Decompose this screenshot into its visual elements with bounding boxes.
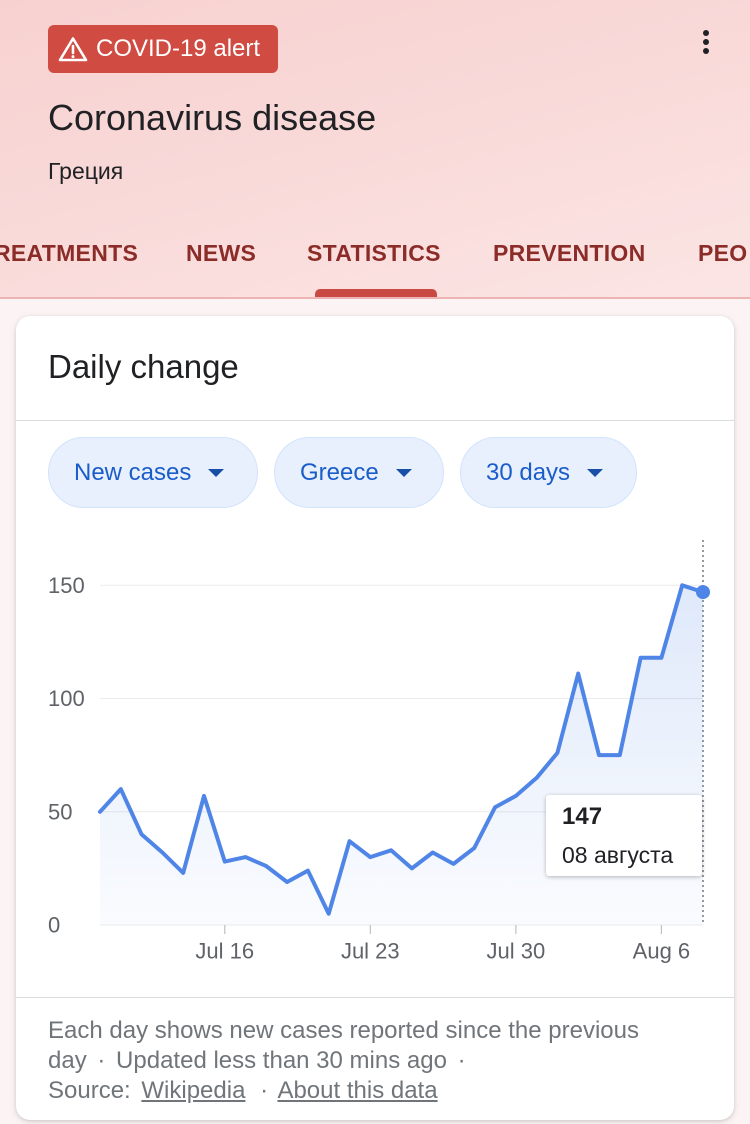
footer-description: Each day shows new cases reported since … — [48, 1017, 639, 1074]
x-tick-label: Jul 23 — [341, 939, 400, 964]
data-point — [657, 654, 665, 662]
period-filter-chip[interactable]: 30 days — [460, 437, 637, 508]
footer-source-group: Source: Wikipedia · About this data — [48, 1077, 438, 1104]
alert-label: COVID-19 alert — [96, 35, 261, 62]
dropdown-arrow-icon — [208, 468, 225, 477]
region-filter-chip[interactable]: Greece — [274, 437, 444, 508]
data-point — [262, 862, 270, 870]
chip-label: Greece — [300, 458, 379, 486]
source-label: Source: — [48, 1077, 131, 1104]
data-point — [574, 670, 582, 678]
header-panel: COVID-19 alert Coronavirus disease Греци… — [0, 0, 750, 299]
tab-statistics[interactable]: STATISTICS — [307, 240, 441, 266]
y-tick-label: 50 — [48, 799, 72, 824]
footer-updated: Updated less than 30 mins ago — [116, 1047, 447, 1074]
y-tick-label: 150 — [48, 573, 85, 598]
data-point — [512, 792, 520, 800]
tooltip-value: 147 — [562, 803, 603, 830]
daily-cases-chart[interactable]: 0 50 100 150 Jul 16 Jul 23 Jul 30 Aug 6 — [16, 520, 734, 980]
footer-note: Each day shows new cases reported since … — [48, 1016, 668, 1106]
chip-label: 30 days — [486, 458, 571, 486]
location-subtitle: Греция — [48, 158, 124, 184]
data-point — [678, 581, 686, 589]
tab-news[interactable]: NEWS — [186, 240, 257, 266]
series-line — [98, 583, 705, 916]
data-point — [637, 654, 645, 662]
tab-active-indicator — [315, 289, 437, 297]
data-point — [346, 837, 354, 845]
x-tick-label: Jul 16 — [195, 939, 254, 964]
data-point — [200, 792, 208, 800]
data-point — [387, 846, 395, 854]
data-point — [117, 785, 125, 793]
data-point — [179, 869, 187, 877]
tab-prevention[interactable]: PREVENTION — [493, 240, 646, 266]
chart-tooltip: 147 08 августа — [546, 795, 702, 876]
data-point — [158, 849, 166, 857]
y-tick-label: 100 — [48, 686, 85, 711]
tab-treatments[interactable]: REATMENTS — [0, 240, 139, 266]
daily-change-card: Daily change New cases Greece 30 days 0 5… — [16, 316, 734, 1120]
x-tick-label: Aug 6 — [633, 939, 691, 964]
chip-label: New cases — [74, 458, 192, 486]
selected-point-marker — [696, 585, 710, 600]
metric-filter-chip[interactable]: New cases — [48, 437, 258, 508]
footer-separator: · — [457, 1047, 466, 1074]
data-point — [304, 867, 312, 875]
data-point — [429, 849, 437, 857]
data-point — [533, 774, 541, 782]
data-point — [408, 864, 416, 872]
data-point — [616, 751, 624, 759]
data-point — [283, 878, 291, 886]
data-point — [96, 808, 104, 816]
dropdown-arrow-icon — [395, 468, 412, 477]
footer-divider — [16, 997, 734, 998]
data-point — [449, 860, 457, 868]
footer-separator: · — [260, 1077, 269, 1104]
data-point — [470, 844, 478, 852]
source-link-wikipedia[interactable]: Wikipedia — [141, 1077, 246, 1104]
warning-icon — [58, 37, 88, 62]
card-divider — [16, 420, 734, 421]
data-point — [138, 830, 146, 838]
data-point — [491, 803, 499, 811]
dropdown-arrow-icon — [587, 468, 604, 477]
data-point — [221, 858, 229, 866]
footer-separator: · — [97, 1047, 106, 1074]
covid-alert-badge: COVID-19 alert — [48, 25, 278, 73]
data-point — [325, 910, 333, 918]
data-point — [595, 751, 603, 759]
tooltip-date: 08 августа — [562, 842, 674, 868]
card-title: Daily change — [48, 348, 239, 385]
more-options-button[interactable] — [694, 26, 718, 60]
y-tick-label: 0 — [48, 913, 60, 938]
tab-people[interactable]: PEO — [698, 240, 748, 266]
data-point — [366, 853, 374, 861]
page-title: Coronavirus disease — [48, 97, 377, 138]
tab-bar: REATMENTS NEWS STATISTICS PREVENTION PEO — [0, 233, 750, 297]
about-data-link[interactable]: About this data — [277, 1077, 438, 1104]
data-point — [553, 749, 561, 757]
data-point — [242, 853, 250, 861]
x-tick-label: Jul 30 — [487, 939, 546, 964]
